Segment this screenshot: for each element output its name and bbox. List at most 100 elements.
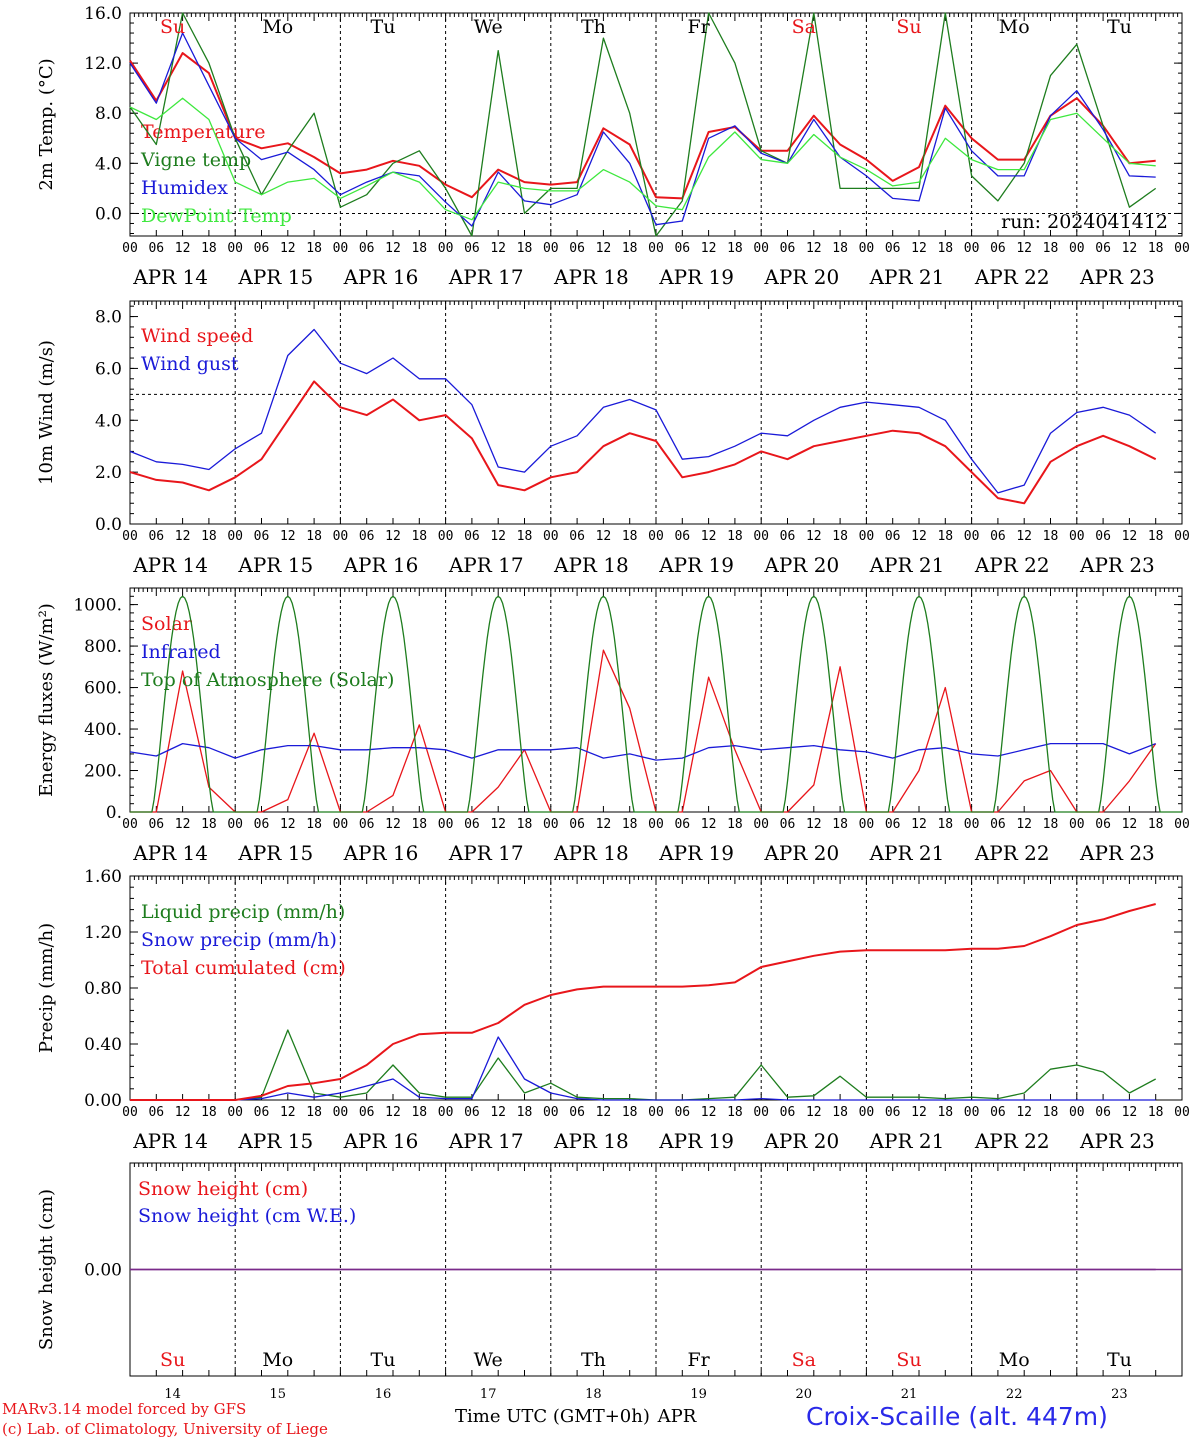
- hour-tick-label: 18: [832, 817, 848, 832]
- hour-tick-label: 18: [1043, 817, 1059, 832]
- series-line-temperature: [129, 52, 1156, 200]
- hour-tick-label: 12: [490, 817, 506, 832]
- y-tick-label: 0.00: [84, 1261, 122, 1281]
- weekday-label: Mo: [262, 16, 293, 38]
- hour-tick-label: 12: [490, 529, 506, 544]
- weekday-label: Tu: [1107, 1349, 1132, 1371]
- hour-tick-label: 18: [832, 241, 848, 256]
- hour-tick-label: 18: [727, 529, 743, 544]
- weekday-label: Su: [160, 16, 185, 38]
- date-label: APR 14: [132, 553, 208, 577]
- hour-tick-label: 06: [148, 817, 164, 832]
- y-tick-label: 6.0: [95, 359, 122, 379]
- date-label: APR 18: [553, 265, 629, 289]
- hour-tick-label: 12: [1016, 241, 1032, 256]
- bottom-axis-label: Time UTC (GMT+0h) APR: [455, 1406, 696, 1427]
- hour-tick-label: 00: [543, 817, 559, 832]
- hour-tick-label: 12: [701, 1105, 717, 1120]
- weekday-label: Sa: [792, 1349, 816, 1371]
- hour-tick-label: 06: [254, 1105, 270, 1120]
- weekday-label: Mo: [262, 1349, 293, 1371]
- hour-tick-label: 18: [517, 1105, 533, 1120]
- plot-frame: [129, 587, 1183, 813]
- weekday-label: Tu: [371, 1349, 396, 1371]
- hour-tick-label: 18: [306, 529, 322, 544]
- hour-tick-label: 06: [569, 529, 585, 544]
- hour-tick-label: 18: [411, 817, 427, 832]
- hour-tick-label: 12: [490, 1105, 506, 1120]
- legend-entry: Temperature: [141, 121, 265, 143]
- hour-tick-label: 06: [990, 1105, 1006, 1120]
- hour-tick-label: 06: [885, 1105, 901, 1120]
- hour-tick-label: 18: [1148, 1105, 1164, 1120]
- hour-tick-label: 06: [1095, 1105, 1111, 1120]
- y-tick-label: 0.0: [95, 204, 122, 224]
- weekday-label: Su: [160, 1349, 185, 1371]
- hour-tick-label: 06: [254, 817, 270, 832]
- hour-tick-label: 00: [543, 529, 559, 544]
- hour-tick-label: 06: [464, 817, 480, 832]
- date-label: APR 20: [763, 1129, 839, 1153]
- legend-entry: Humidex: [141, 177, 228, 199]
- weekday-label: Tu: [1107, 16, 1132, 38]
- hour-tick-label: 18: [411, 1105, 427, 1120]
- date-label: APR 18: [553, 1129, 629, 1153]
- weekday-label: We: [474, 1349, 503, 1371]
- y-tick-label: 0.40: [84, 1035, 122, 1055]
- hour-tick-label: 12: [175, 1105, 191, 1120]
- hour-tick-label: 18: [1043, 241, 1059, 256]
- hour-tick-label: 00: [964, 241, 980, 256]
- y-tick-label: 4.0: [95, 154, 122, 174]
- y-tick-label: 0.: [106, 803, 122, 823]
- hour-tick-label: 12: [806, 529, 822, 544]
- hour-tick-label: 00: [1174, 1105, 1190, 1120]
- hour-tick-label: 00: [122, 817, 138, 832]
- series-line-wind-speed: [129, 380, 1157, 505]
- hour-tick-label: 00: [543, 241, 559, 256]
- hour-tick-label: 06: [148, 1105, 164, 1120]
- hour-tick-label: 06: [464, 529, 480, 544]
- hour-tick-label: 00: [753, 817, 769, 832]
- plot-frame: [129, 300, 1183, 525]
- hour-tick-label: 18: [306, 1105, 322, 1120]
- hour-tick-label: 00: [438, 241, 454, 256]
- hour-tick-label: 00: [964, 1105, 980, 1120]
- hour-tick-label: 18: [411, 529, 427, 544]
- y-axis-label: Energy fluxes (W/m²): [36, 603, 57, 797]
- hour-tick-label: 18: [517, 241, 533, 256]
- hour-tick-label: 06: [1095, 241, 1111, 256]
- date-label: APR 19: [658, 1129, 734, 1153]
- hour-tick-label: 18: [517, 817, 533, 832]
- hour-tick-label: 18: [937, 817, 953, 832]
- hour-tick-label: 18: [727, 817, 743, 832]
- hour-tick-label: 18: [517, 529, 533, 544]
- weekday-label: Mo: [999, 16, 1030, 38]
- hour-tick-label: 00: [859, 529, 875, 544]
- date-label: APR 19: [658, 841, 734, 865]
- hour-tick-label: 18: [1043, 1105, 1059, 1120]
- series-line-humidex: [129, 32, 1156, 227]
- hour-tick-label: 06: [569, 1105, 585, 1120]
- hour-tick-label: 06: [359, 241, 375, 256]
- hour-tick-label: 18: [937, 529, 953, 544]
- hour-tick-label: 06: [990, 529, 1006, 544]
- hour-tick-label: 00: [859, 241, 875, 256]
- weekday-label: Su: [896, 16, 921, 38]
- hour-tick-label: 18: [201, 817, 217, 832]
- hour-tick-label: 06: [674, 241, 690, 256]
- hour-tick-label: 00: [1069, 241, 1085, 256]
- hour-tick-label: 06: [464, 241, 480, 256]
- weekday-label: Sa: [792, 16, 816, 38]
- date-label: APR 20: [763, 553, 839, 577]
- hour-tick-label: 06: [780, 529, 796, 544]
- weekday-label: Th: [581, 16, 606, 38]
- legend-entry: Liquid precip (mm/h): [141, 901, 345, 923]
- panel-5: 0.00 Snow height (cm) Snow height (cm) Snow…: [36, 1162, 1183, 1402]
- series-line-top-of-atmosphere-solar-: [130, 595, 1182, 813]
- date-label: APR 21: [869, 1129, 945, 1153]
- hour-tick-label: 06: [885, 241, 901, 256]
- y-tick-label: 800.: [84, 637, 122, 657]
- date-label: APR 23: [1079, 553, 1155, 577]
- hour-tick-label: 00: [1174, 241, 1190, 256]
- weekday-label: Th: [581, 1349, 606, 1371]
